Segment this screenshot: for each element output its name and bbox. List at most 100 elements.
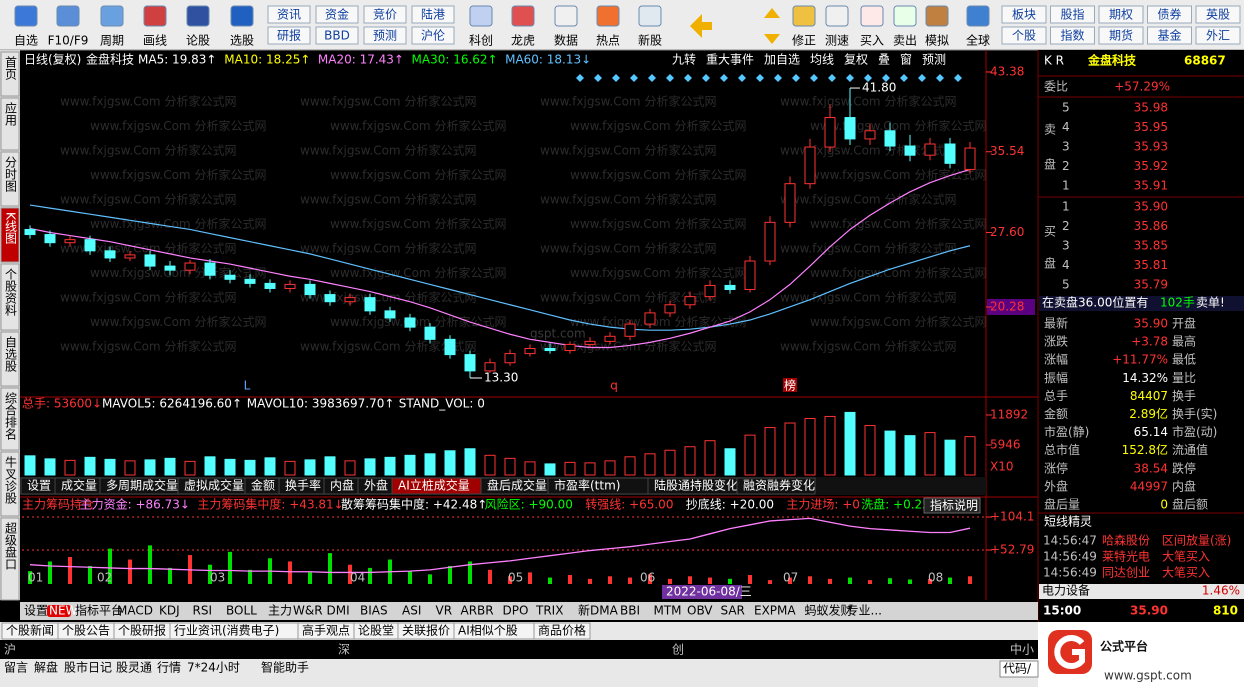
ind-tab[interactable]: MTM — [654, 604, 682, 618]
toolbar-button[interactable]: 陆港 — [421, 7, 445, 22]
elf-stock[interactable]: 同达创业 — [1102, 566, 1150, 580]
chart-tool[interactable]: 复权 — [844, 53, 868, 67]
toolbar-button[interactable]: 新股 — [638, 33, 662, 48]
vol-tab[interactable]: 内盘 — [330, 478, 354, 493]
ind-tab[interactable]: BIAS — [360, 604, 388, 618]
chart-tool[interactable]: 均线 — [810, 53, 834, 67]
toolbar-button[interactable]: 修正 — [792, 33, 816, 48]
side-tab[interactable]: 超级盘口 — [4, 521, 18, 570]
toolbar-button[interactable]: 自选 — [14, 34, 38, 48]
ind-tab[interactable]: RSI — [193, 604, 213, 618]
toolbar-button[interactable]: 股指 — [1060, 7, 1084, 22]
toolbar-button[interactable]: 基金 — [1157, 28, 1181, 43]
chart-tool[interactable]: 预测 — [922, 53, 946, 67]
news-tab[interactable]: 论股堂 — [358, 624, 394, 638]
toolbar-button[interactable]: 模拟 — [925, 34, 949, 48]
vol-tab[interactable]: 市盈率(ttm) — [554, 478, 620, 493]
ind-tab[interactable]: 蚂蚁发财 — [805, 603, 853, 618]
toolbar-button[interactable]: 龙虎 — [511, 34, 535, 48]
toolbar-button[interactable]: 研报 — [277, 28, 301, 43]
ind-tab[interactable]: W&R — [293, 604, 323, 618]
toolbar-button[interactable]: 买入 — [860, 34, 884, 48]
help-button[interactable]: 指标说明 — [930, 498, 978, 513]
toolbar-button[interactable]: 债券 — [1157, 7, 1181, 22]
vol-tab[interactable]: 换手率 — [285, 478, 321, 493]
status-button[interactable]: 7*24小时 — [187, 661, 240, 675]
side-tab[interactable]: 综合排名 — [4, 392, 18, 440]
market-tab[interactable]: 中小 — [1010, 642, 1034, 657]
ind-tab[interactable]: DMI — [327, 604, 350, 618]
vol-tab[interactable]: 融资融券变化 — [743, 478, 815, 493]
side-tab[interactable]: 自选股 — [4, 336, 18, 373]
chart-tool[interactable]: 重大事件 — [706, 53, 754, 67]
toolbar-button[interactable]: 周期 — [100, 34, 124, 48]
vol-tab[interactable]: 虚拟成交量 — [184, 478, 244, 493]
news-tab[interactable]: 个股公告 — [62, 624, 110, 638]
ind-tab[interactable]: BOLL — [226, 604, 257, 618]
side-tab[interactable]: 应用 — [4, 101, 18, 127]
news-tab[interactable]: 个股研报 — [118, 623, 166, 638]
side-tab[interactable]: 个股资料 — [4, 268, 18, 316]
market-tab[interactable]: 沪 — [4, 643, 16, 657]
news-tab[interactable]: AI相似个股 — [458, 624, 518, 638]
news-tab[interactable]: 高手观点 — [302, 623, 350, 638]
ind-tab[interactable]: TRIX — [535, 604, 563, 618]
vol-tab[interactable]: 金额 — [251, 478, 275, 493]
market-tab[interactable]: 深 — [338, 643, 350, 657]
toolbar-button[interactable]: 英股 — [1206, 8, 1230, 22]
ind-tab[interactable]: KDJ — [159, 604, 180, 618]
vol-tab[interactable]: AI立桩成交量 — [398, 478, 470, 493]
news-tab[interactable]: 行业资讯(消费电子) — [174, 624, 279, 638]
status-button[interactable]: 留言 — [4, 661, 28, 675]
toolbar-button[interactable]: 论股 — [186, 34, 210, 48]
vol-tab[interactable]: 盘后成交量 — [487, 478, 547, 493]
news-tab[interactable]: 个股新闻 — [6, 623, 54, 638]
toolbar-button[interactable]: F10/F9 — [48, 34, 89, 48]
toolbar-button[interactable]: 资讯 — [277, 8, 301, 22]
toolbar-button[interactable]: 竞价 — [373, 8, 397, 22]
ind-tab[interactable]: 专业... — [847, 603, 882, 618]
side-tab[interactable]: K线图 — [4, 212, 18, 244]
status-button[interactable]: 股市日记 — [64, 660, 112, 675]
chart-tool[interactable]: 九转 — [672, 52, 696, 67]
chart-tool[interactable]: 叠 — [878, 53, 890, 67]
ind-tab[interactable]: EXPMA — [754, 604, 796, 618]
toolbar-button[interactable]: 期货 — [1109, 28, 1133, 43]
code-input[interactable]: 代码/ — [1003, 662, 1032, 676]
ind-tab[interactable]: ARBR — [461, 604, 494, 618]
toolbar-button[interactable]: 科创 — [469, 34, 493, 48]
vol-tab[interactable]: 多周期成交量 — [106, 478, 178, 493]
toolbar-button[interactable]: 外汇 — [1206, 29, 1230, 43]
toolbar-button[interactable]: 沪伦 — [421, 28, 445, 43]
toolbar-button[interactable]: 数据 — [554, 33, 578, 48]
ind-tab[interactable]: 新DMA — [578, 603, 619, 618]
ind-tab[interactable]: BBI — [620, 604, 640, 618]
toolbar-button[interactable]: 全球 — [966, 33, 990, 48]
chart-tool[interactable]: 窗 — [900, 53, 912, 67]
side-tab[interactable]: 分时图 — [4, 156, 18, 192]
vol-tab[interactable]: 成交量 — [61, 478, 97, 493]
toolbar-button[interactable]: 个股 — [1012, 29, 1036, 43]
vol-tab[interactable]: 设置 — [27, 479, 51, 493]
ind-tab[interactable]: DPO — [503, 604, 529, 618]
side-tab[interactable]: 牛叉诊股 — [4, 455, 18, 505]
ind-tab[interactable]: SAR — [721, 604, 745, 618]
elf-stock[interactable]: 哈森股份 — [1102, 533, 1150, 548]
ind-tab[interactable]: 主力 — [268, 604, 292, 618]
toolbar-button[interactable]: 资金 — [325, 7, 349, 22]
toolbar-button[interactable]: 热点 — [596, 34, 620, 48]
status-button[interactable]: 解盘 — [34, 660, 58, 675]
vol-tab[interactable]: 外盘 — [364, 478, 388, 493]
status-button[interactable]: 股灵通 — [116, 661, 152, 675]
toolbar-button[interactable]: 板块 — [1012, 8, 1036, 22]
news-tab[interactable]: 关联报价 — [402, 623, 450, 638]
toolbar-button[interactable]: 画线 — [143, 34, 167, 48]
ind-tab[interactable]: ASI — [402, 604, 421, 618]
elf-stock[interactable]: 莱特光电 — [1102, 549, 1150, 564]
toolbar-button[interactable]: 预测 — [373, 29, 397, 43]
chart-tool[interactable]: 加自选 — [764, 53, 800, 67]
status-button[interactable]: 智能助手 — [261, 660, 309, 675]
toolbar-button[interactable]: 指数 — [1060, 28, 1084, 43]
ind-tab[interactable]: VR — [436, 604, 453, 618]
toolbar-button[interactable]: 测速 — [825, 34, 849, 48]
